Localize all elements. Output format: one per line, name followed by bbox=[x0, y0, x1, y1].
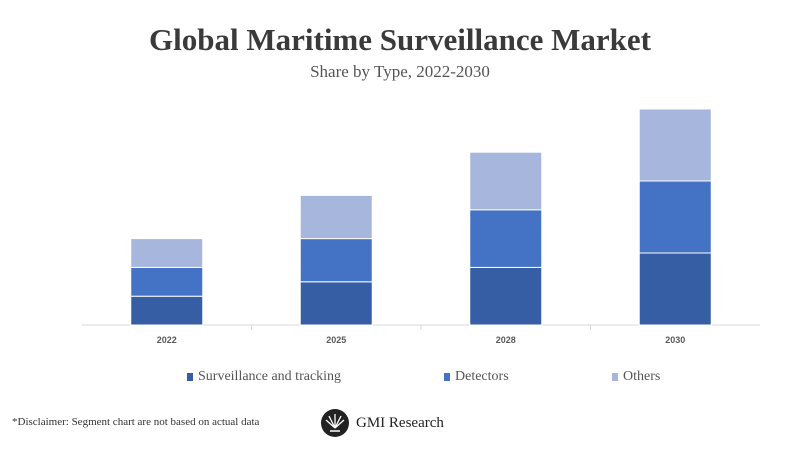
bar-segment bbox=[130, 295, 204, 326]
chart-title: Global Maritime Surveillance Market bbox=[149, 22, 651, 57]
bar-segment bbox=[469, 151, 543, 211]
disclaimer: *Disclaimer: Segment chart are not based… bbox=[12, 416, 260, 428]
gmi-logo: GMI Research bbox=[320, 408, 444, 438]
x-tick-label: 2022 bbox=[157, 335, 177, 345]
legend-label: Others bbox=[623, 369, 661, 384]
bar-segment bbox=[130, 266, 204, 297]
x-tick-label: 2030 bbox=[665, 335, 685, 345]
gmi-logo-icon bbox=[321, 409, 349, 437]
logo-text: GMI Research bbox=[356, 414, 444, 431]
legend-swatch bbox=[444, 373, 450, 381]
bar-segment bbox=[638, 180, 712, 254]
chart-subtitle: Share by Type, 2022-2030 bbox=[310, 62, 490, 81]
legend-item-others: Others bbox=[612, 369, 660, 385]
legend-swatch bbox=[612, 373, 618, 381]
x-tick-label: 2028 bbox=[496, 335, 516, 345]
bar-segment bbox=[469, 209, 543, 268]
legend-item-detectors: Detectors bbox=[444, 369, 509, 385]
stacked-bar-chart: 2022 2025 2028 2030 bbox=[82, 108, 760, 345]
legend-swatch bbox=[187, 373, 193, 381]
bar-segment bbox=[130, 238, 204, 268]
bar-segment bbox=[299, 194, 373, 240]
legend-item-surveillance: Surveillance and tracking bbox=[187, 369, 341, 385]
legend-label: Detectors bbox=[455, 369, 509, 384]
bar-segment bbox=[299, 238, 373, 283]
bar-segment bbox=[299, 281, 373, 326]
legend-label: Surveillance and tracking bbox=[198, 369, 342, 384]
bar-segment bbox=[638, 108, 712, 182]
bar-segment bbox=[638, 252, 712, 326]
x-tick-label: 2025 bbox=[326, 335, 346, 345]
bar-segment bbox=[469, 266, 543, 326]
